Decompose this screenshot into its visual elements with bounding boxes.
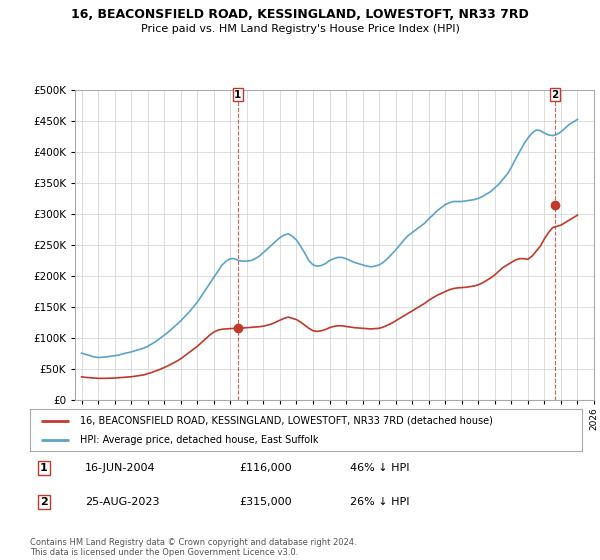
Text: 26% ↓ HPI: 26% ↓ HPI <box>350 497 410 507</box>
Text: Price paid vs. HM Land Registry's House Price Index (HPI): Price paid vs. HM Land Registry's House … <box>140 24 460 34</box>
Text: £116,000: £116,000 <box>240 463 292 473</box>
Text: 16, BEACONSFIELD ROAD, KESSINGLAND, LOWESTOFT, NR33 7RD: 16, BEACONSFIELD ROAD, KESSINGLAND, LOWE… <box>71 8 529 21</box>
Text: 16-JUN-2004: 16-JUN-2004 <box>85 463 156 473</box>
Text: 16, BEACONSFIELD ROAD, KESSINGLAND, LOWESTOFT, NR33 7RD (detached house): 16, BEACONSFIELD ROAD, KESSINGLAND, LOWE… <box>80 416 493 426</box>
Text: 2: 2 <box>551 90 559 100</box>
Text: HPI: Average price, detached house, East Suffolk: HPI: Average price, detached house, East… <box>80 435 318 445</box>
Text: 25-AUG-2023: 25-AUG-2023 <box>85 497 160 507</box>
Text: 1: 1 <box>234 90 241 100</box>
Text: 1: 1 <box>40 463 47 473</box>
Text: 46% ↓ HPI: 46% ↓ HPI <box>350 463 410 473</box>
Text: Contains HM Land Registry data © Crown copyright and database right 2024.
This d: Contains HM Land Registry data © Crown c… <box>30 538 356 557</box>
Text: 2: 2 <box>40 497 47 507</box>
Text: £315,000: £315,000 <box>240 497 292 507</box>
